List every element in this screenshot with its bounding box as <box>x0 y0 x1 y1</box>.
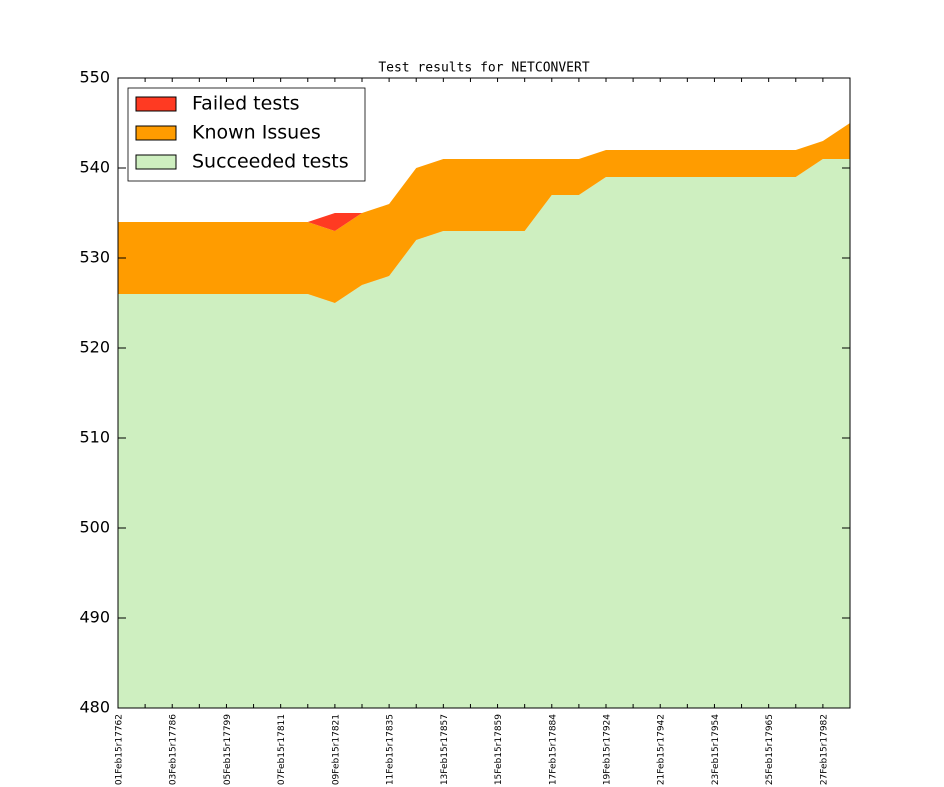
x-tick-label: 15Feb15r17859 <box>494 714 504 785</box>
x-tick-label: 25Feb15r17965 <box>765 714 775 785</box>
legend: Failed tests Known Issues Succeeded tests <box>127 87 366 182</box>
legend-swatch <box>135 125 177 141</box>
x-tick-label: 11Feb15r17835 <box>386 714 396 785</box>
x-tick-label: 19Feb15r17924 <box>603 714 613 785</box>
x-tick-label: 17Feb15r17884 <box>548 714 558 785</box>
x-tick-label: 27Feb15r17982 <box>819 714 829 785</box>
plot-frame <box>117 77 851 709</box>
y-tick-label: 530 <box>79 248 110 267</box>
area <box>118 123 850 303</box>
y-tick-label: 480 <box>79 698 110 717</box>
x-tick-label: 21Feb15r17942 <box>657 714 667 785</box>
plot <box>118 123 850 708</box>
x-tick-label: 07Feb15r17811 <box>277 714 287 785</box>
chart-title: Test results for NETCONVERT <box>378 61 589 76</box>
area <box>118 159 850 708</box>
x-tick-label: 13Feb15r17857 <box>440 714 450 785</box>
legend-swatch <box>135 96 177 112</box>
x-tick-label: 05Feb15r17799 <box>223 714 233 785</box>
x-tick-label: 23Feb15r17954 <box>711 714 721 785</box>
y-tick-label: 500 <box>79 518 110 537</box>
legend-label: Known Issues <box>192 122 321 144</box>
y-tick-label: 510 <box>79 428 110 447</box>
legend-swatch <box>135 154 177 170</box>
legend-label: Failed tests <box>192 93 300 115</box>
y-tick-label: 520 <box>79 338 110 357</box>
x-tick-label: 03Feb15r17786 <box>169 714 179 785</box>
y-tick-label: 540 <box>79 158 110 177</box>
x-tick-label: 01Feb15r17762 <box>115 714 125 785</box>
y-tick-label: 550 <box>79 68 110 87</box>
x-tick-label: 09Feb15r17821 <box>331 714 341 785</box>
y-tick-label: 490 <box>79 608 110 627</box>
legend-label: Succeeded tests <box>192 151 349 173</box>
